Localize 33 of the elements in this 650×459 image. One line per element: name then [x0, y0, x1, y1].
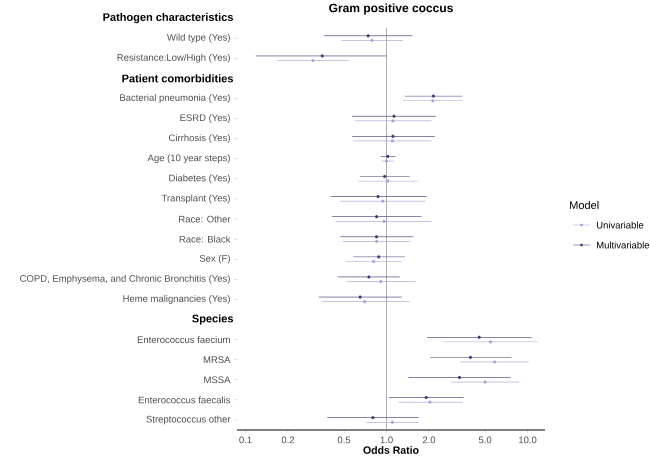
- y-tick-label: MSSA: [204, 376, 230, 384]
- y-tick-label: Heme malignancies (Yes): [123, 294, 230, 304]
- y-tick-label: Wild type (Yes): [166, 34, 230, 43]
- y-tick-label: Transplant (Yes): [162, 194, 230, 204]
- y-tick-label: Race: Other: [179, 216, 230, 222]
- y-tick-label: Enterococcus faecalis: [138, 396, 230, 404]
- x-tick-label: 1.0: [380, 436, 393, 444]
- x-axis-title: Odds Ratio: [363, 446, 419, 454]
- y-tick-label: COPD, Emphysema, and Chronic Bronchitis (Yes): [20, 274, 230, 284]
- x-tick-label: 10.0: [519, 436, 536, 444]
- y-tick-label: Resistance:Low/High (Yes): [118, 54, 230, 63]
- legend-title: Model: [570, 200, 598, 210]
- y-tick-label: Streptococcus other: [146, 416, 230, 424]
- y-tick-label: Enterococcus faecium: [138, 336, 230, 344]
- chart-title: Gram positive coccus: [329, 3, 453, 15]
- y-tick-label: MRSA: [204, 356, 230, 364]
- y-tick-label: Age (10 year steps): [148, 154, 230, 164]
- legend-label: Univariable: [596, 222, 644, 228]
- legend-label: Multivariable: [596, 242, 650, 248]
- x-tick-label: 0.1: [239, 436, 252, 444]
- x-tick-label: 2.0: [422, 436, 436, 444]
- y-tick-label: Patient comorbidities: [122, 74, 234, 82]
- y-tick-label: Diabetes (Yes): [169, 174, 230, 184]
- y-tick-label: Race: Black: [180, 236, 230, 243]
- y-tick-label: Bacterial pneumonia (Yes): [120, 94, 230, 103]
- x-tick-label: 5.0: [478, 436, 492, 444]
- y-tick-label: Cirrhosis (Yes): [169, 134, 230, 144]
- y-tick-label: Sex (F): [200, 254, 230, 264]
- x-tick-label: 0.2: [282, 436, 294, 444]
- y-tick-label: ESRD (Yes): [180, 114, 230, 123]
- y-tick-label: Pathogen characteristics: [103, 12, 233, 24]
- x-tick-label: 0.5: [338, 436, 350, 444]
- y-tick-label: Species: [192, 314, 234, 325]
